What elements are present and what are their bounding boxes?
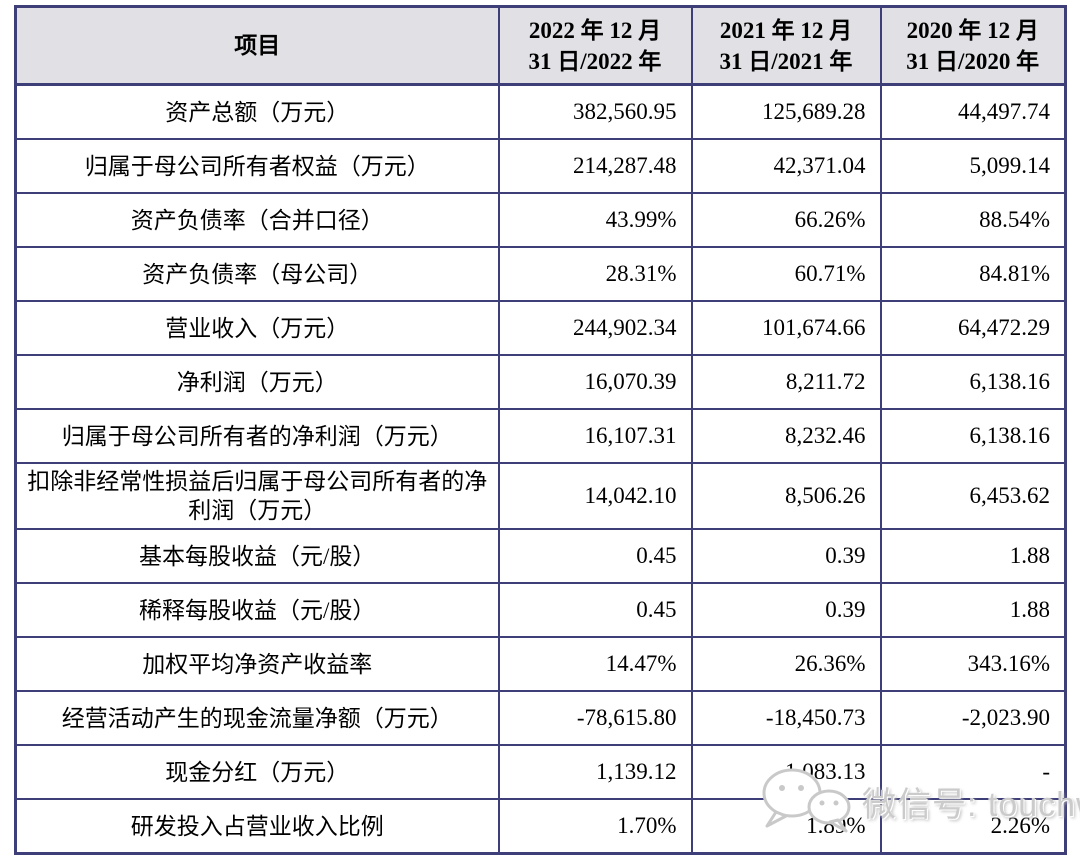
row-value: 8,506.26 bbox=[690, 462, 882, 530]
table-row: 现金分红（万元） 1,139.12 1,083.13- bbox=[14, 744, 1067, 800]
row-label: 现金分红（万元） bbox=[14, 744, 500, 800]
row-value: -18,450.73 bbox=[690, 690, 882, 746]
row-label: 归属于母公司所有者权益（万元） bbox=[14, 138, 500, 194]
header-period-2020-line2: 31 日/2020 年 bbox=[906, 48, 1040, 74]
row-value: 343.16% bbox=[879, 636, 1067, 692]
financial-summary-table: 项目 2022 年 12 月 31 日/2022 年 2021 年 12 月 3… bbox=[14, 5, 1067, 855]
row-label: 净利润（万元） bbox=[14, 354, 500, 410]
row-value: 44,497.74 bbox=[879, 83, 1067, 140]
header-period-2021-line2: 31 日/2021 年 bbox=[719, 48, 853, 74]
header-period-2021-line1: 2021 年 12 月 bbox=[719, 17, 853, 43]
header-item-column: 项目 bbox=[14, 5, 500, 86]
table-row: 稀释每股收益（元/股） 0.45 0.39 1.88 bbox=[14, 582, 1067, 638]
row-value: 0.45 bbox=[497, 528, 693, 584]
row-label: 稀释每股收益（元/股） bbox=[14, 582, 500, 638]
row-value: 8,211.72 bbox=[690, 354, 882, 410]
header-period-2020-line1: 2020 年 12 月 bbox=[906, 17, 1039, 43]
row-label: 归属于母公司所有者的净利润（万元） bbox=[14, 408, 500, 464]
row-value: 14,042.10 bbox=[497, 462, 693, 530]
row-value: 16,107.31 bbox=[497, 408, 693, 464]
row-value: 88.54% bbox=[879, 192, 1067, 248]
row-value: 214,287.48 bbox=[497, 138, 693, 194]
row-label: 资产总额（万元） bbox=[14, 83, 500, 140]
header-period-2021: 2021 年 12 月 31 日/2021 年 bbox=[690, 5, 882, 86]
row-value: 1,083.13 bbox=[690, 744, 882, 800]
table-row: 扣除非经常性损益后归属于母公司所有者的净利润（万元） 14,042.10 8,506… bbox=[14, 462, 1067, 530]
row-value: 14.47% bbox=[497, 636, 693, 692]
table-row: 资产总额（万元） 382,560.95 125,689.28 44,497.74 bbox=[14, 83, 1067, 140]
row-value: 60.71% bbox=[690, 246, 882, 302]
row-label: 资产负债率（合并口径） bbox=[14, 192, 500, 248]
row-value: 1.88 bbox=[879, 582, 1067, 638]
row-value: -2,023.90 bbox=[879, 690, 1067, 746]
table-row: 归属于母公司所有者权益（万元） 214,287.48 42,371.04 5,099.… bbox=[14, 138, 1067, 194]
row-value: 84.81% bbox=[879, 246, 1067, 302]
row-value: 6,138.16 bbox=[879, 354, 1067, 410]
row-value: 6,453.62 bbox=[879, 462, 1067, 530]
row-value: 244,902.34 bbox=[497, 300, 693, 356]
row-value: 43.99% bbox=[497, 192, 693, 248]
row-value: 2.26% bbox=[879, 798, 1067, 855]
row-label: 研发投入占营业收入比例 bbox=[14, 798, 500, 855]
table-row: 资产负债率（母公司） 28.31% 60.71% 84.81% bbox=[14, 246, 1067, 302]
row-value: 101,674.66 bbox=[690, 300, 882, 356]
table-row: 营业收入（万元） 244,902.34 101,674.66 64,472.29 bbox=[14, 300, 1067, 356]
row-label: 基本每股收益（元/股） bbox=[14, 528, 500, 584]
header-period-2020: 2020 年 12 月 31 日/2020 年 bbox=[879, 5, 1067, 86]
header-period-2022-line2: 31 日/2022 年 bbox=[528, 48, 662, 74]
row-value: -78,615.80 bbox=[497, 690, 693, 746]
row-value: 6,138.16 bbox=[879, 408, 1067, 464]
header-item-label: 项目 bbox=[234, 33, 281, 58]
row-value: 5,099.14 bbox=[879, 138, 1067, 194]
table-body: 资产总额（万元） 382,560.95 125,689.28 44,497.74 归属于… bbox=[14, 83, 1067, 855]
row-value: 66.26% bbox=[690, 192, 882, 248]
table-row: 加权平均净资产收益率 14.47% 26.36% 343.16% bbox=[14, 636, 1067, 692]
row-value: 1.88 bbox=[879, 528, 1067, 584]
row-label: 扣除非经常性损益后归属于母公司所有者的净利润（万元） bbox=[14, 462, 500, 530]
row-value: 125,689.28 bbox=[690, 83, 882, 140]
row-label: 营业收入（万元） bbox=[14, 300, 500, 356]
row-value: 0.45 bbox=[497, 582, 693, 638]
header-period-2022-line1: 2022 年 12 月 bbox=[528, 17, 662, 43]
row-label: 加权平均净资产收益率 bbox=[14, 636, 500, 692]
header-period-2022: 2022 年 12 月 31 日/2022 年 bbox=[497, 5, 693, 86]
row-value: 0.39 bbox=[690, 582, 882, 638]
header-row: 项目 2022 年 12 月 31 日/2022 年 2021 年 12 月 3… bbox=[14, 5, 1067, 86]
row-value: 1.70% bbox=[497, 798, 693, 855]
table-row: 资产负债率（合并口径） 43.99% 66.26% 88.54% bbox=[14, 192, 1067, 248]
row-value: 64,472.29 bbox=[879, 300, 1067, 356]
row-label: 经营活动产生的现金流量净额（万元） bbox=[14, 690, 500, 746]
table-row: 净利润（万元） 16,070.39 8,211.72 6,138.16 bbox=[14, 354, 1067, 410]
row-value: 16,070.39 bbox=[497, 354, 693, 410]
table-row: 研发投入占营业收入比例 1.70% 1.89% 2.26% bbox=[14, 798, 1067, 855]
row-value: 0.39 bbox=[690, 528, 882, 584]
row-value: 28.31% bbox=[497, 246, 693, 302]
row-value: 8,232.46 bbox=[690, 408, 882, 464]
table-row: 经营活动产生的现金流量净额（万元） -78,615.80 -18,450.73 -2,… bbox=[14, 690, 1067, 746]
row-value: 42,371.04 bbox=[690, 138, 882, 194]
row-value: 382,560.95 bbox=[497, 83, 693, 140]
row-value: 1.89% bbox=[690, 798, 882, 855]
row-value: 26.36% bbox=[690, 636, 882, 692]
table-row: 基本每股收益（元/股） 0.45 0.39 1.88 bbox=[14, 528, 1067, 584]
table-row: 归属于母公司所有者的净利润（万元） 16,107.31 8,232.46 6,138.… bbox=[14, 408, 1067, 464]
row-label: 资产负债率（母公司） bbox=[14, 246, 500, 302]
row-value: - bbox=[879, 744, 1067, 800]
row-value: 1,139.12 bbox=[497, 744, 693, 800]
